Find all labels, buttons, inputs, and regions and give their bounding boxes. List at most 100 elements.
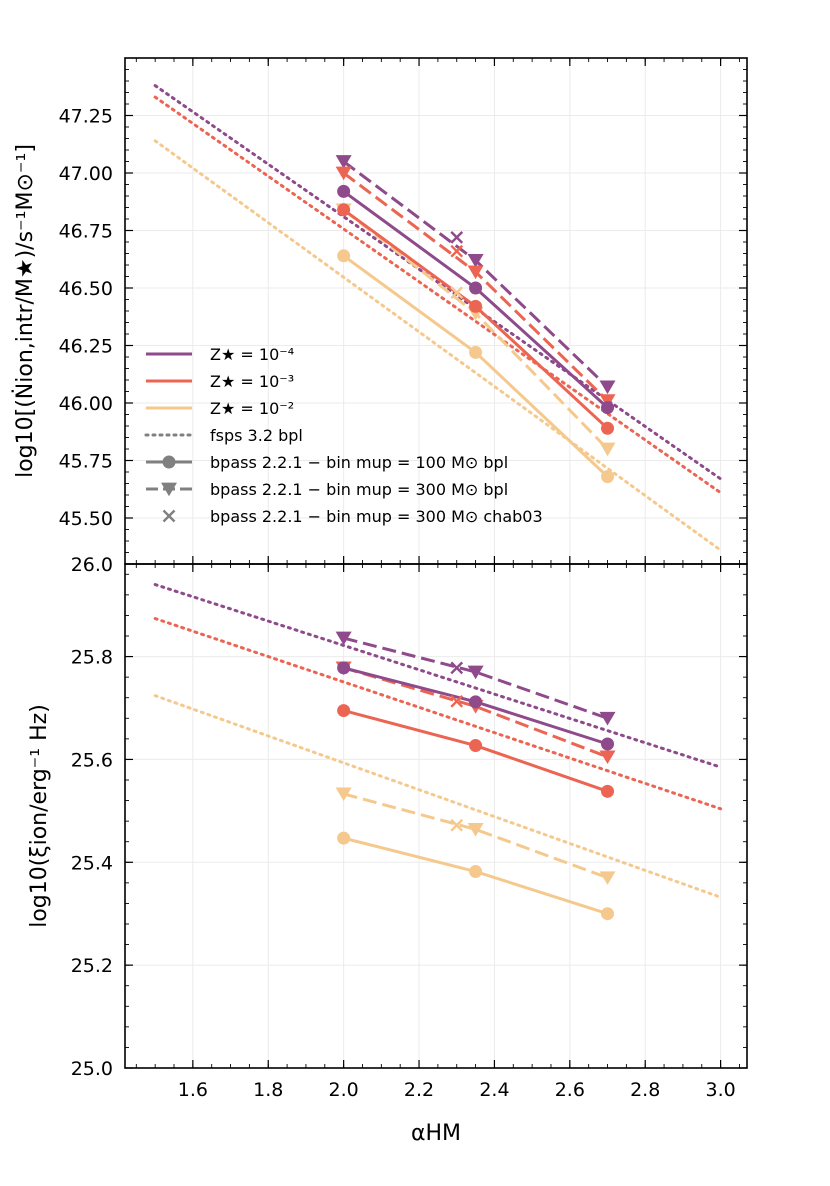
data-point (599, 750, 616, 765)
x-tick-label: 1.6 (178, 1079, 208, 1101)
data-point (469, 281, 483, 295)
data-point (469, 739, 483, 753)
data-point (601, 470, 615, 484)
top-gridlines (125, 58, 747, 564)
data-point (467, 665, 484, 680)
legend-entry: bpass 2.2.1 − bin mup = 100 M⊙ bpl (146, 453, 508, 472)
data-point (337, 249, 351, 263)
data-point (337, 661, 351, 675)
series-line (153, 583, 723, 769)
bottom-series (153, 583, 723, 921)
x-tick-label: 2.6 (555, 1079, 585, 1101)
data-point (450, 694, 464, 708)
x-tick-label: 1.8 (253, 1079, 283, 1101)
data-point (601, 737, 615, 751)
series-line (343, 792, 609, 880)
x-tick-label: 2.4 (479, 1079, 509, 1101)
bottom-gridlines (125, 564, 747, 1069)
data-point (450, 286, 464, 299)
legend-label: Z★ = 10⁻⁴ (210, 345, 294, 364)
data-point (469, 299, 483, 313)
data-point (601, 784, 615, 798)
x-axis-label: αHM (411, 1121, 461, 1146)
series-line (343, 636, 609, 720)
data-point (599, 380, 616, 395)
data-point (337, 704, 351, 718)
data-point (467, 254, 484, 268)
data-point (467, 822, 484, 837)
legend-label: Z★ = 10⁻² (210, 399, 294, 418)
data-point (469, 695, 483, 709)
legend-entry: bpass 2.2.1 − bin mup = 300 M⊙ chab03 (162, 507, 543, 526)
data-point (599, 871, 616, 885)
legend-entry: Z★ = 10⁻² (146, 399, 294, 418)
data-point (599, 394, 616, 408)
y-tick-label: 25.0 (71, 1058, 113, 1080)
y-tick-label: 25.2 (71, 955, 113, 977)
top-y-axis-label: log10[(Ṅion,intr/M★)/s⁻¹M⊙⁻¹] (12, 144, 38, 478)
y-tick-label: 25.6 (71, 749, 113, 771)
y-tick-label: 25.4 (71, 852, 113, 874)
data-point (335, 166, 352, 181)
data-point (337, 831, 351, 845)
x-tick-label: 3.0 (706, 1079, 736, 1101)
data-point (601, 401, 615, 415)
bottom-y-axis-label: log10(ξion/erg⁻¹ Hz) (27, 704, 52, 928)
data-point (469, 345, 483, 359)
legend-label: Z★ = 10⁻³ (210, 372, 294, 391)
series-line (342, 190, 609, 409)
y-tick-label: 45.75 (59, 451, 113, 473)
y-tick-label: 46.00 (59, 393, 113, 415)
top-corner-tick-label: 26.0 (71, 554, 113, 576)
data-point (601, 421, 615, 435)
legend-entry: bpass 2.2.1 − bin mup = 300 M⊙ bpl (146, 480, 508, 499)
data-point (599, 442, 616, 457)
top-ticks: 45.50 45.75 46.00 46.25 46.50 46.75 47.00 47.25 (59, 57, 747, 565)
legend-marker (162, 509, 176, 523)
series-line (153, 694, 723, 899)
series-line (342, 208, 609, 451)
legend: Z★ = 10⁻⁴ Z★ = 10⁻³ Z★ = 10⁻² fsps 3.2 bpl b… (144, 345, 543, 526)
top-panel: 45.50 45.75 46.00 46.25 46.50 46.75 47.00 47.25… (12, 57, 748, 576)
data-point (601, 907, 615, 921)
bottom-panel: 1.6 1.8 2.0 2.2 2.4 2.6 2.8 3.0 25.0 25.2 25.4 25.6… (27, 563, 748, 1146)
series-line (153, 139, 723, 552)
legend-marker (161, 482, 177, 497)
data-point (450, 818, 464, 832)
data-point (467, 265, 484, 280)
y-tick-label: 45.50 (59, 508, 113, 530)
data-point (450, 244, 464, 258)
y-tick-label: 47.00 (59, 163, 113, 185)
legend-entry: Z★ = 10⁻³ (146, 372, 294, 391)
data-point (450, 661, 464, 675)
data-point (335, 787, 352, 802)
data-point (335, 155, 352, 169)
data-point (335, 631, 352, 646)
x-tick-label: 2.0 (329, 1079, 359, 1101)
data-point (599, 711, 616, 726)
x-tick-label: 2.2 (404, 1079, 434, 1101)
y-tick-label: 47.25 (59, 106, 113, 128)
legend-entry: fsps 3.2 bpl (144, 426, 303, 445)
series-line (153, 95, 723, 495)
y-tick-label: 25.8 (71, 647, 113, 669)
legend-label: fsps 3.2 bpl (210, 426, 303, 445)
legend-label: bpass 2.2.1 − bin mup = 300 M⊙ chab03 (210, 507, 543, 526)
series-line (153, 617, 723, 811)
y-tick-label: 46.25 (59, 336, 113, 358)
y-tick-label: 46.50 (59, 278, 113, 300)
legend-label: bpass 2.2.1 − bin mup = 300 M⊙ bpl (210, 480, 508, 499)
legend-marker (162, 455, 176, 469)
data-point (337, 203, 351, 217)
bottom-plot-frame (124, 563, 748, 1069)
x-tick-label: 2.8 (630, 1079, 660, 1101)
legend-entry: Z★ = 10⁻⁴ (146, 345, 294, 364)
legend-label: bpass 2.2.1 − bin mup = 100 M⊙ bpl (210, 453, 508, 472)
series-line (153, 84, 723, 481)
data-point (469, 865, 483, 879)
data-point (450, 231, 464, 244)
top-series (153, 84, 723, 552)
data-point (337, 184, 351, 198)
y-tick-label: 46.75 (59, 221, 113, 243)
